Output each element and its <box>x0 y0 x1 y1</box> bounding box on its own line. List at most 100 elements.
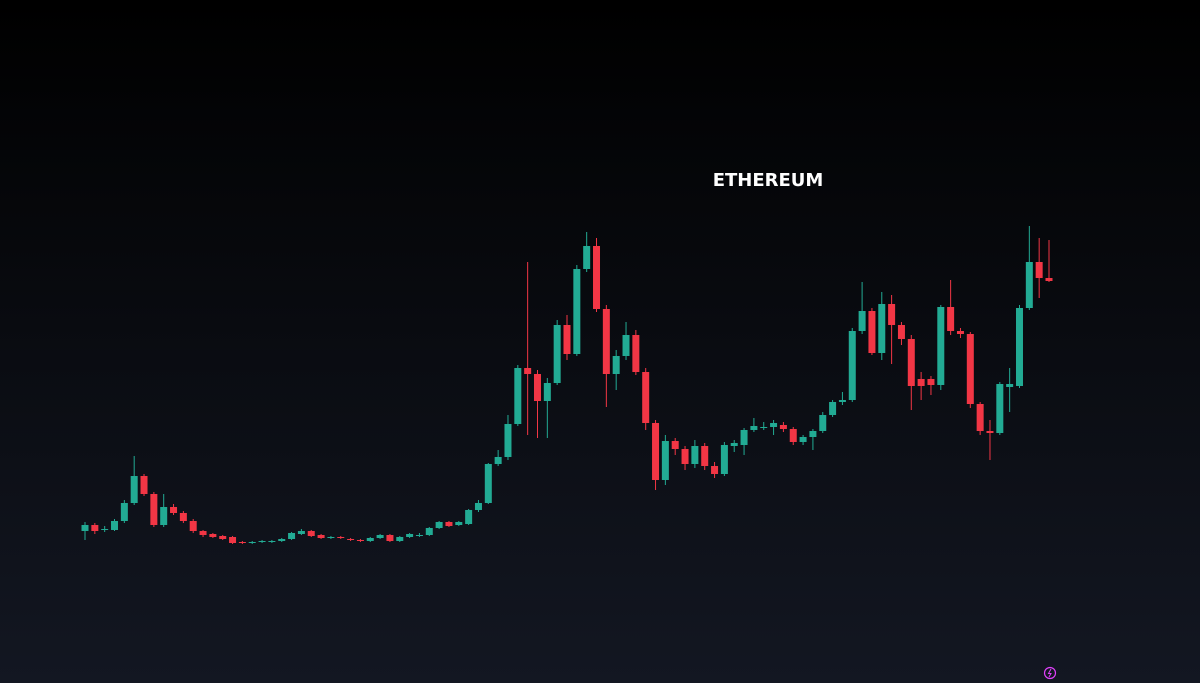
candle-body <box>376 535 384 538</box>
candle-body <box>789 429 797 442</box>
candle-body <box>1045 278 1053 281</box>
candle-body <box>829 402 837 415</box>
candle-body <box>396 537 404 541</box>
candle-body <box>799 437 807 442</box>
candle-body <box>317 535 325 538</box>
candle-body <box>622 335 630 356</box>
candle-body <box>347 539 355 540</box>
candle-body <box>278 539 286 541</box>
candle-body <box>111 521 119 530</box>
candle-body <box>642 372 650 423</box>
logo-icon <box>1043 666 1057 680</box>
candle-body <box>425 528 433 535</box>
candle-body <box>858 311 866 331</box>
candle-body <box>652 423 660 480</box>
candle-body <box>888 304 896 325</box>
candle-body <box>229 537 237 543</box>
candle-body <box>868 311 876 353</box>
candle-body <box>160 507 168 525</box>
candle-body <box>189 521 197 531</box>
candle-body <box>484 464 492 503</box>
candle-body <box>878 304 886 353</box>
candle-body <box>612 356 620 374</box>
candle-body <box>947 307 955 331</box>
candle-body <box>602 309 610 374</box>
candle-body <box>701 446 709 466</box>
candle-body <box>120 503 128 521</box>
candle-body <box>671 441 679 449</box>
candle-body <box>750 426 758 430</box>
candle-body <box>356 540 364 541</box>
candle-body <box>819 415 827 431</box>
candle-body <box>917 379 925 386</box>
candle-body <box>996 384 1004 433</box>
candle-body <box>297 531 305 534</box>
candle-body <box>573 269 581 354</box>
candle-body <box>927 379 935 385</box>
candle-body <box>494 457 502 464</box>
candle-body <box>415 535 423 536</box>
candle-body <box>386 535 394 541</box>
candle-body <box>986 431 994 433</box>
candle-body <box>1006 384 1014 387</box>
candle-body <box>406 534 414 537</box>
candle-body <box>720 445 728 474</box>
candle-body <box>681 449 689 464</box>
candle-body <box>91 525 99 531</box>
candle-body <box>543 383 551 401</box>
candle-body <box>474 503 482 510</box>
candle-body <box>740 430 748 445</box>
candle-body <box>150 494 158 525</box>
candle-body <box>848 331 856 400</box>
candle-body <box>445 522 453 526</box>
candle-body <box>238 542 246 543</box>
candle-body <box>209 534 217 537</box>
candle-body <box>130 476 138 503</box>
candle-body <box>937 307 945 385</box>
candle-body <box>760 427 768 428</box>
candle-body <box>583 246 591 269</box>
candle-body <box>838 400 846 402</box>
candle-body <box>632 335 640 372</box>
candle-body <box>976 404 984 431</box>
candle-body <box>219 536 227 539</box>
candle-body <box>199 531 207 535</box>
candle-body <box>288 533 296 539</box>
candle-body <box>553 325 561 383</box>
candle-body <box>1035 262 1043 278</box>
chart-title: ETHEREUM <box>713 170 824 191</box>
candle-body <box>524 368 532 374</box>
candle-body <box>366 538 374 541</box>
candle-body <box>956 331 964 334</box>
candle-body <box>170 507 178 513</box>
candles <box>81 226 1053 544</box>
candle-body <box>248 542 256 543</box>
candle-body <box>465 510 473 524</box>
candle-body <box>81 525 89 531</box>
candle-body <box>691 446 699 464</box>
candle-body <box>327 537 335 538</box>
candle-body <box>140 476 148 494</box>
candle-body <box>711 466 719 474</box>
candle-body <box>809 431 817 437</box>
candle-body <box>779 425 787 429</box>
candle-body <box>504 424 512 457</box>
candle-body <box>1025 262 1033 308</box>
candle-body <box>533 374 541 401</box>
candle-body <box>337 537 345 538</box>
candle-body <box>268 541 276 542</box>
candle-body <box>907 339 915 386</box>
candle-body <box>730 443 738 446</box>
candle-body <box>514 368 522 424</box>
candle-body <box>661 441 669 480</box>
candle-body <box>1015 308 1023 386</box>
candle-body <box>563 325 571 354</box>
candle-body <box>966 334 974 404</box>
candle-body <box>455 522 463 525</box>
candle-body <box>258 541 266 542</box>
candle-body <box>179 513 187 521</box>
candle-body <box>307 531 315 536</box>
